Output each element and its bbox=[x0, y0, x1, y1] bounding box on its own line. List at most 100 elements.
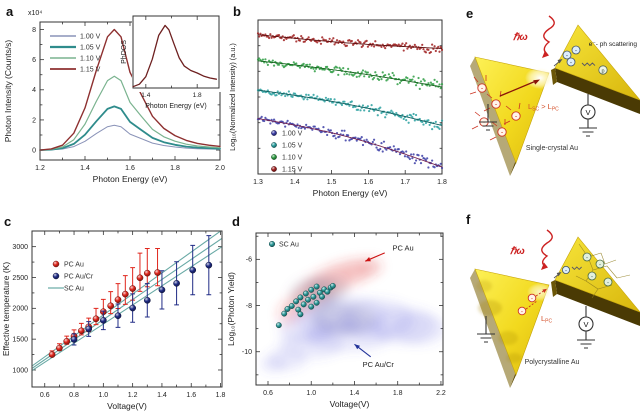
eph-scattering-label: e⁻- ph scattering bbox=[589, 41, 638, 48]
panel-label-e: e bbox=[466, 6, 474, 21]
svg-text:1.8: 1.8 bbox=[393, 390, 403, 397]
svg-text:-: - bbox=[501, 130, 504, 137]
svg-text:1.05 V: 1.05 V bbox=[282, 143, 303, 150]
panel-label-a: a bbox=[6, 4, 14, 19]
eph-scattering-icons: - - - - - bbox=[553, 252, 613, 287]
svg-text:1.4: 1.4 bbox=[290, 179, 300, 186]
phonon-squiggle-icon bbox=[571, 266, 582, 271]
svg-text:PC Au: PC Au bbox=[64, 262, 84, 269]
svg-text:-: - bbox=[607, 280, 609, 286]
svg-text:Photon Intensity (Counts/s): Photon Intensity (Counts/s) bbox=[3, 40, 13, 143]
svg-text:V: V bbox=[585, 108, 590, 117]
eph-scattering-icons: - - - p bbox=[553, 45, 608, 75]
length-label: LPC bbox=[541, 314, 553, 325]
svg-text:1.8: 1.8 bbox=[170, 165, 180, 172]
panel-a-chart: 1.2 1.4 1.6 1.8 2.0 0 2 4 6 8 Photon Energy (eV) Ph… bbox=[3, 10, 225, 184]
svg-text:4: 4 bbox=[32, 87, 36, 94]
svg-text:1.2: 1.2 bbox=[128, 392, 138, 399]
right-bowtie-arm bbox=[551, 24, 640, 114]
svg-text:1000: 1000 bbox=[12, 367, 28, 374]
svg-text:2500: 2500 bbox=[12, 275, 28, 282]
left-bowtie-arm bbox=[470, 268, 553, 388]
svg-text:0.8: 0.8 bbox=[69, 392, 79, 399]
length-comparison-label: LSC > LPC bbox=[528, 102, 559, 113]
svg-text:PC Au/Cr: PC Au/Cr bbox=[363, 360, 395, 369]
svg-text:-: - bbox=[483, 120, 486, 127]
phonon-glyph: p bbox=[601, 68, 604, 74]
svg-text:1.10 V: 1.10 V bbox=[80, 56, 101, 63]
phonon-squiggle-icon bbox=[581, 62, 596, 67]
photon-wave-icon bbox=[541, 229, 553, 270]
svg-text:Log₁₀(Normalized Intensity) (a: Log₁₀(Normalized Intensity) (a.u.) bbox=[228, 43, 237, 151]
svg-text:PC Au: PC Au bbox=[392, 243, 413, 252]
hbar-omega-label: ℏω bbox=[510, 246, 525, 257]
panel-b-chart: 1.3 1.4 1.5 1.6 1.7 1.8 Photon Energy (eV) Log₁… bbox=[228, 19, 447, 198]
current-arrow-icon bbox=[499, 79, 540, 97]
svg-text:SC Au: SC Au bbox=[64, 286, 84, 293]
svg-text:Voltage(V): Voltage(V) bbox=[330, 399, 370, 409]
svg-text:1.6: 1.6 bbox=[364, 179, 374, 186]
svg-text:-8: -8 bbox=[246, 303, 252, 310]
svg-text:V: V bbox=[583, 320, 588, 329]
svg-text:1.8: 1.8 bbox=[193, 92, 202, 99]
svg-text:1500: 1500 bbox=[12, 337, 28, 344]
svg-text:-: - bbox=[570, 59, 572, 66]
voltmeter-icon: V bbox=[579, 94, 597, 137]
svg-text:1.05 V: 1.05 V bbox=[80, 45, 101, 52]
svg-text:-: - bbox=[599, 262, 601, 268]
svg-text:Effective temperature (K): Effective temperature (K) bbox=[1, 262, 11, 356]
svg-text:PhDOS: PhDOS bbox=[121, 40, 128, 64]
svg-text:1.3: 1.3 bbox=[253, 179, 263, 186]
right-bowtie-arm bbox=[551, 236, 640, 326]
svg-text:6: 6 bbox=[32, 57, 36, 64]
svg-text:-: - bbox=[566, 52, 568, 59]
panel-label-d: d bbox=[232, 214, 240, 229]
panel-c-chart: 0.6 0.8 1.0 1.2 1.4 1.6 1.8 1000 1500 2000 2500 300… bbox=[1, 230, 226, 411]
photon-wave-icon bbox=[542, 15, 555, 58]
panel-label-b: b bbox=[233, 4, 241, 19]
electron-minus-glyph: - bbox=[481, 86, 484, 93]
hot-electron-circles: - - bbox=[517, 288, 547, 315]
svg-text:-: - bbox=[575, 47, 577, 54]
svg-text:0.6: 0.6 bbox=[263, 390, 273, 397]
svg-text:1.00 V: 1.00 V bbox=[282, 131, 303, 138]
svg-text:-: - bbox=[591, 274, 593, 280]
svg-text:SC Au: SC Au bbox=[279, 242, 299, 249]
svg-text:-: - bbox=[565, 268, 567, 274]
svg-text:1.0: 1.0 bbox=[306, 390, 316, 397]
svg-text:3000: 3000 bbox=[12, 244, 28, 251]
panel-e-caption: Single-crystal Au bbox=[526, 145, 578, 152]
svg-text:-: - bbox=[515, 114, 518, 121]
svg-text:1.00 V: 1.00 V bbox=[80, 34, 101, 41]
svg-text:1.8: 1.8 bbox=[216, 392, 226, 399]
svg-text:Voltage(V): Voltage(V) bbox=[107, 401, 147, 411]
svg-text:-10: -10 bbox=[242, 349, 252, 356]
ground-icon bbox=[477, 316, 495, 343]
svg-text:1.15 V: 1.15 V bbox=[80, 67, 101, 74]
svg-text:-: - bbox=[521, 308, 523, 315]
svg-text:Photon Energy (eV): Photon Energy (eV) bbox=[145, 103, 206, 110]
svg-text:0: 0 bbox=[32, 147, 36, 154]
svg-text:2: 2 bbox=[32, 117, 36, 124]
svg-text:1.0: 1.0 bbox=[98, 392, 108, 399]
svg-text:1.7: 1.7 bbox=[400, 179, 410, 186]
svg-text:1.4: 1.4 bbox=[350, 390, 360, 397]
hbar-omega-label: ℏω bbox=[513, 32, 528, 43]
svg-text:-: - bbox=[495, 102, 498, 109]
hot-electron-circles: - - - - - bbox=[477, 83, 521, 137]
panel-e-schematic: - - - - - - - - p e⁻- ph s bbox=[469, 15, 640, 176]
svg-text:PC Au/Cr: PC Au/Cr bbox=[64, 274, 94, 281]
panel-f-caption: Polycrystalline Au bbox=[525, 359, 580, 366]
svg-text:-: - bbox=[586, 255, 588, 261]
panel-label-f: f bbox=[466, 212, 471, 227]
svg-text:x10⁴: x10⁴ bbox=[28, 10, 42, 17]
svg-text:Photon Energy (eV): Photon Energy (eV) bbox=[313, 188, 388, 198]
svg-text:1.15 V: 1.15 V bbox=[282, 167, 303, 174]
svg-text:1.10 V: 1.10 V bbox=[282, 155, 303, 162]
svg-text:8: 8 bbox=[32, 27, 36, 34]
panel-label-c: c bbox=[4, 214, 12, 229]
svg-text:1.4: 1.4 bbox=[80, 165, 90, 172]
panel-d-chart: 0.6 1.0 1.4 1.8 2.2 -6 -8 -10 Voltage(V) Log₁₀(Ph… bbox=[226, 232, 446, 409]
mottled-texture bbox=[476, 280, 522, 363]
